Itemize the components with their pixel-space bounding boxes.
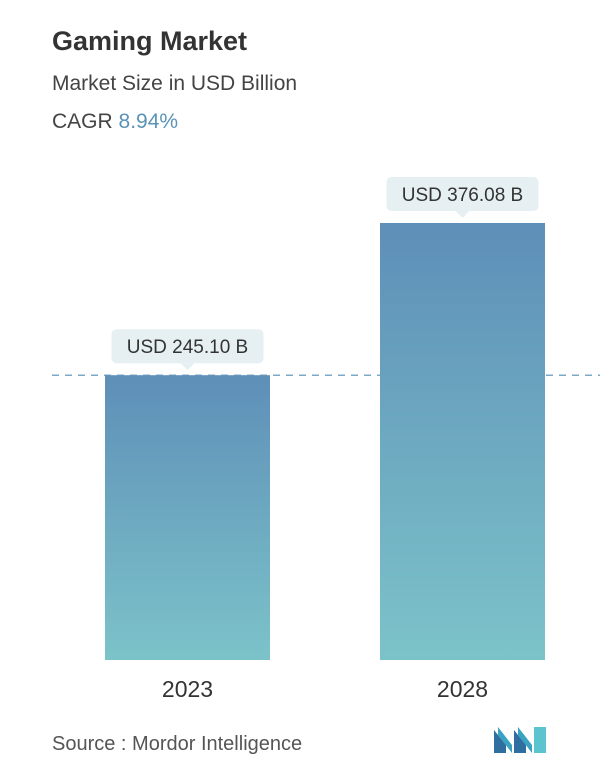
bar-2028 bbox=[380, 223, 545, 660]
value-label-bubble bbox=[386, 177, 539, 211]
value-label: USD 245.10 B bbox=[127, 337, 248, 358]
value-label-bubble bbox=[111, 329, 264, 364]
chart-title: Gaming Market bbox=[52, 26, 248, 56]
value-label-pointer bbox=[180, 363, 195, 371]
bar-chart: USD 245.10 B 2023 USD 376.08 B 2028 bbox=[52, 177, 600, 702]
chart-subtitle: Market Size in USD Billion bbox=[52, 72, 298, 95]
bar-2023 bbox=[105, 375, 270, 660]
cagr-value: 8.94% bbox=[118, 110, 179, 133]
source-text: Source : Mordor Intelligence bbox=[52, 733, 303, 755]
x-tick-label: 2023 bbox=[162, 676, 213, 702]
mordor-intelligence-logo-icon bbox=[494, 727, 546, 753]
cagr-label: CAGR bbox=[52, 110, 113, 133]
value-label: USD 376.08 B bbox=[402, 185, 523, 206]
cagr-line: CAGR 8.94% bbox=[52, 110, 178, 134]
x-tick-label: 2028 bbox=[437, 676, 488, 702]
value-label-pointer bbox=[455, 211, 470, 218]
